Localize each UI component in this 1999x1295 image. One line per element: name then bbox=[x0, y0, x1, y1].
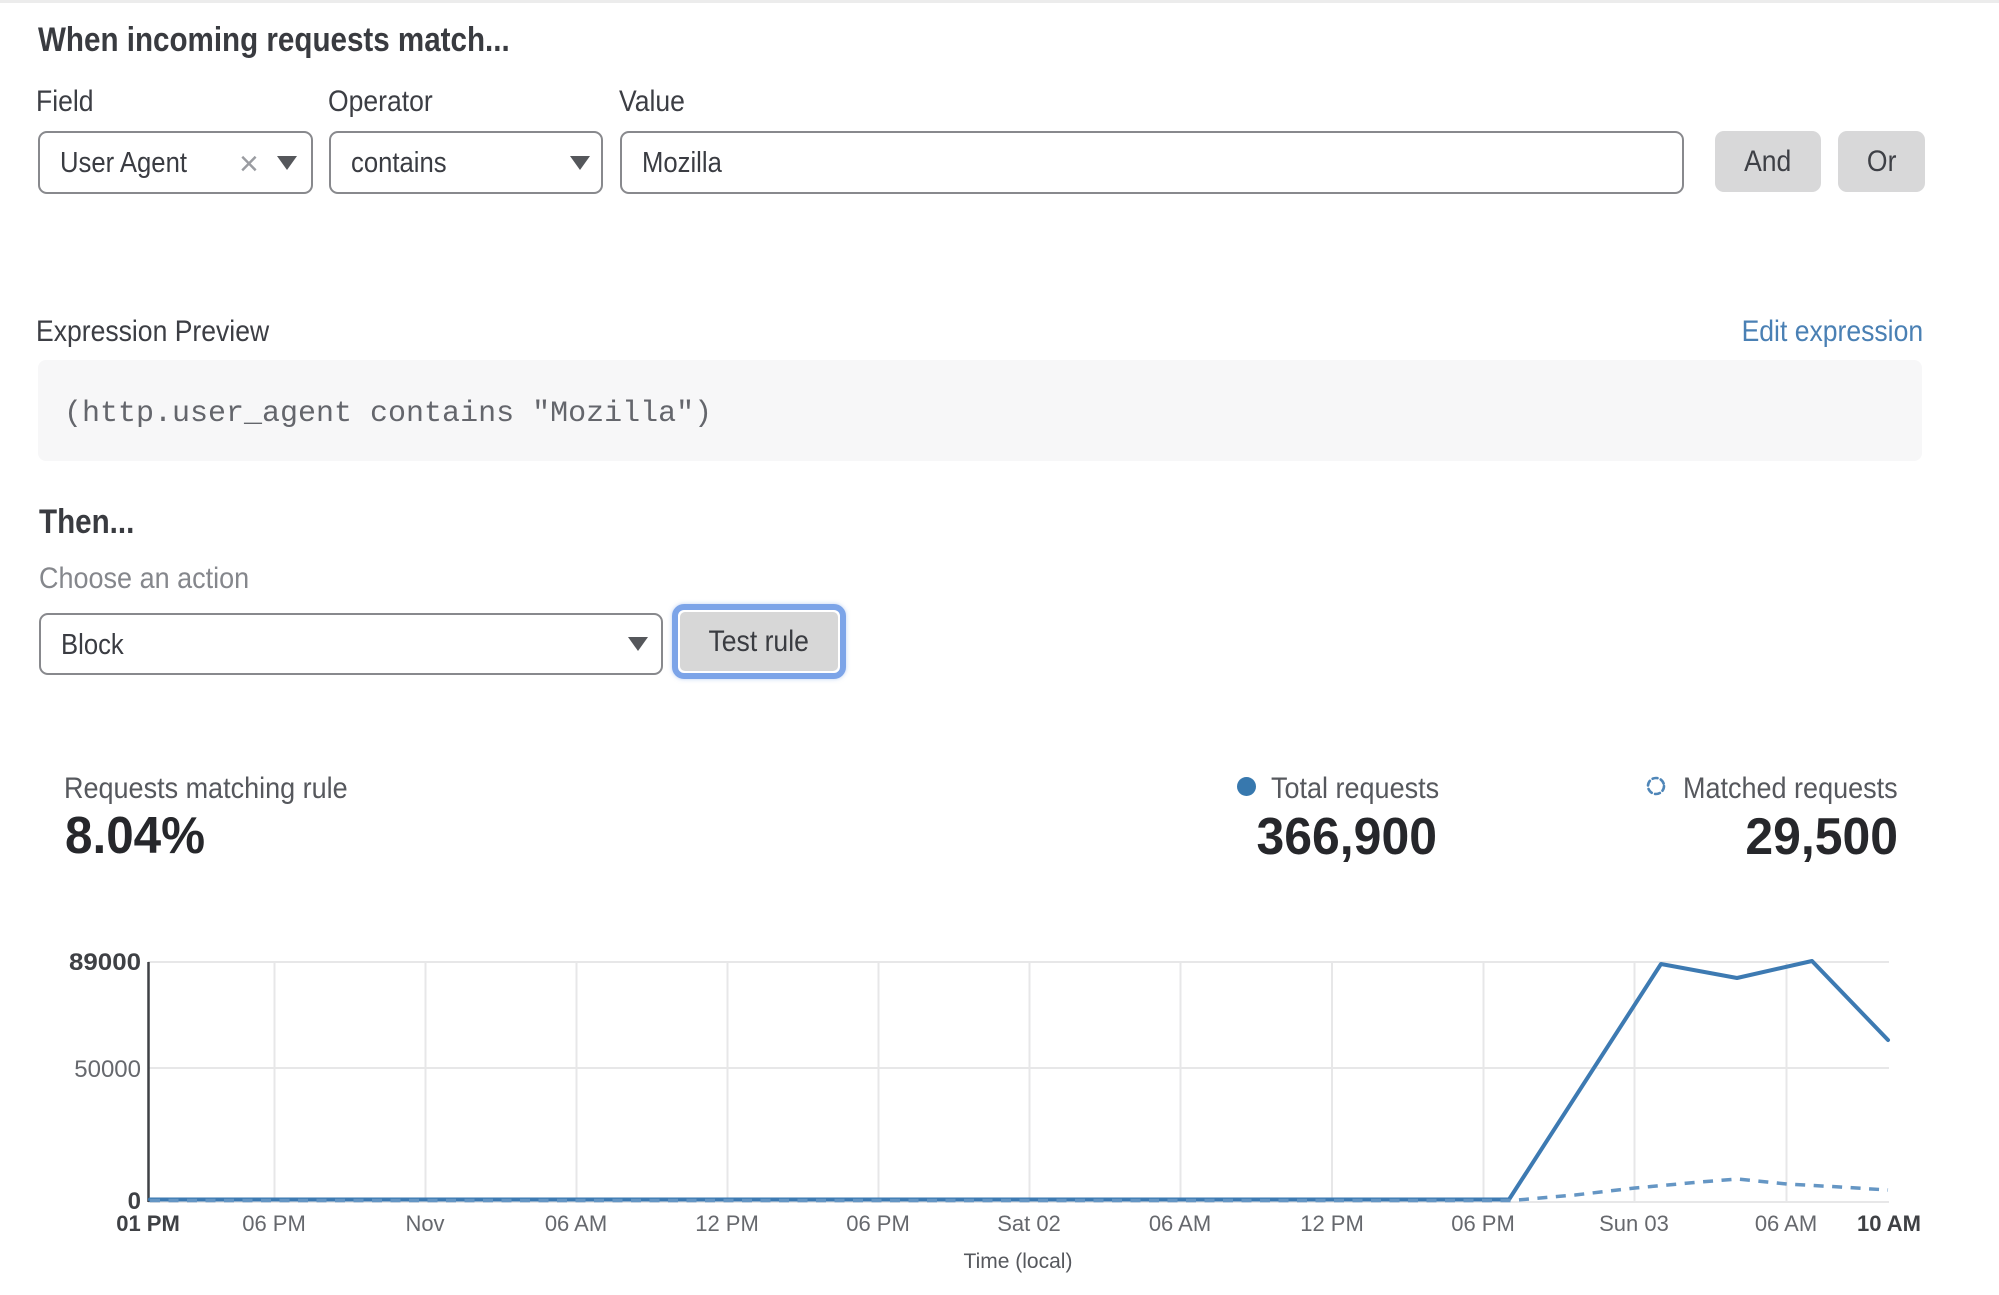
svg-text:0: 0 bbox=[128, 1188, 141, 1215]
svg-text:01 PM: 01 PM bbox=[116, 1211, 180, 1236]
svg-text:06 AM: 06 AM bbox=[1755, 1211, 1817, 1236]
svg-text:89000: 89000 bbox=[69, 949, 141, 976]
svg-text:12 PM: 12 PM bbox=[695, 1211, 759, 1236]
svg-text:Nov: Nov bbox=[405, 1211, 444, 1236]
svg-text:06 PM: 06 PM bbox=[1451, 1211, 1515, 1236]
svg-text:12 PM: 12 PM bbox=[1300, 1211, 1364, 1236]
svg-text:Sat 02: Sat 02 bbox=[997, 1211, 1061, 1236]
svg-text:06 PM: 06 PM bbox=[242, 1211, 306, 1236]
svg-text:Sun 03: Sun 03 bbox=[1599, 1211, 1669, 1236]
svg-text:06 PM: 06 PM bbox=[846, 1211, 910, 1236]
svg-text:06 AM: 06 AM bbox=[1149, 1211, 1211, 1236]
svg-text:Time (local): Time (local) bbox=[964, 1250, 1073, 1273]
svg-text:06 AM: 06 AM bbox=[545, 1211, 607, 1236]
svg-text:50000: 50000 bbox=[74, 1056, 141, 1083]
svg-text:10 AM: 10 AM bbox=[1857, 1211, 1921, 1236]
